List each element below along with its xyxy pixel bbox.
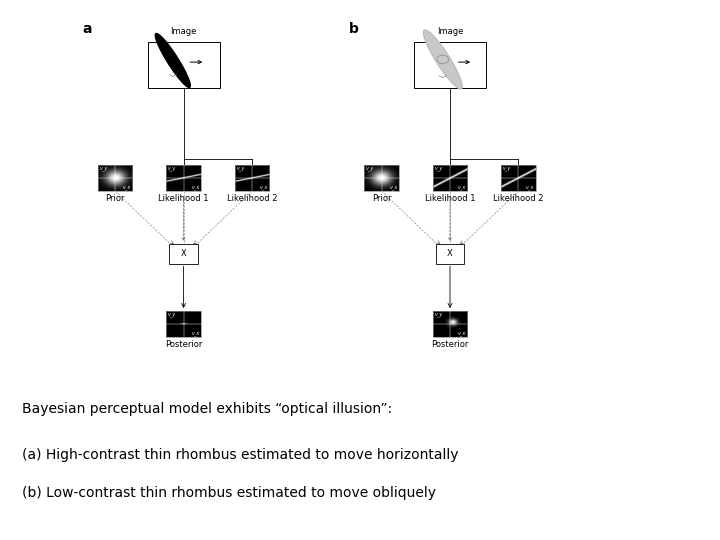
Text: X: X <box>447 249 453 258</box>
Text: v_x: v_x <box>458 331 466 336</box>
Text: v_x: v_x <box>192 185 199 190</box>
Bar <box>436 244 464 264</box>
Text: (a) High-contrast thin rhombus estimated to move horizontally: (a) High-contrast thin rhombus estimated… <box>22 448 458 462</box>
Text: X: X <box>181 249 186 258</box>
Text: Posterior: Posterior <box>431 340 469 349</box>
Text: v_x: v_x <box>526 185 534 190</box>
Text: v_x: v_x <box>458 185 466 190</box>
Text: v_y: v_y <box>434 312 442 317</box>
Bar <box>433 165 467 191</box>
Text: Posterior: Posterior <box>165 340 202 349</box>
Bar <box>501 165 536 191</box>
Text: Likelihood 1: Likelihood 1 <box>425 194 475 204</box>
Bar <box>169 244 198 264</box>
Text: v_y: v_y <box>168 312 176 317</box>
Text: Likelihood 2: Likelihood 2 <box>493 194 544 204</box>
Text: a: a <box>83 23 92 36</box>
Text: Likelihood 1: Likelihood 1 <box>158 194 209 204</box>
Polygon shape <box>156 33 190 87</box>
Text: Likelihood 2: Likelihood 2 <box>227 194 277 204</box>
Text: b: b <box>349 23 359 36</box>
Text: v_x: v_x <box>123 185 131 190</box>
Text: v_y: v_y <box>168 166 176 171</box>
Text: Bayesian perceptual model exhibits “optical illusion”:: Bayesian perceptual model exhibits “opti… <box>22 402 392 416</box>
Text: v_x: v_x <box>390 185 397 190</box>
Text: v_y: v_y <box>236 166 244 171</box>
Bar <box>166 311 201 337</box>
Bar <box>235 165 269 191</box>
Bar <box>98 165 132 191</box>
Text: (b) Low-contrast thin rhombus estimated to move obliquely: (b) Low-contrast thin rhombus estimated … <box>22 486 436 500</box>
Bar <box>364 165 399 191</box>
Text: v_x: v_x <box>260 185 268 190</box>
Text: v_y: v_y <box>503 166 510 171</box>
Bar <box>433 311 467 337</box>
Text: v_y: v_y <box>366 166 374 171</box>
Polygon shape <box>423 30 462 89</box>
Text: Prior: Prior <box>372 194 392 204</box>
Text: Prior: Prior <box>105 194 125 204</box>
Text: v_x: v_x <box>192 331 199 336</box>
Bar <box>148 42 220 87</box>
Bar <box>166 165 201 191</box>
Text: v_y: v_y <box>99 166 107 171</box>
Bar <box>414 42 486 87</box>
Text: Image: Image <box>171 28 197 36</box>
Text: v_y: v_y <box>434 166 442 171</box>
Text: Image: Image <box>437 28 463 36</box>
